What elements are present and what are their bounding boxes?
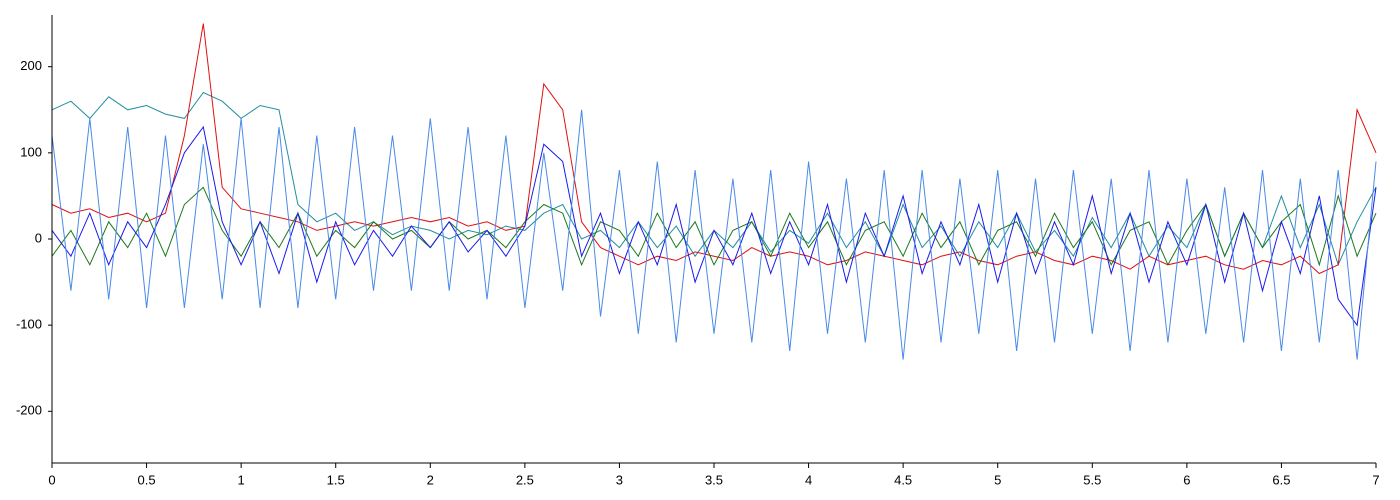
y-tick-label: -200 [16,403,42,418]
x-tick-label: 2.5 [516,472,534,487]
x-tick-label: 0 [48,472,55,487]
x-tick-label: 5.5 [1083,472,1101,487]
x-tick-label: 6.5 [1272,472,1290,487]
x-tick-label: 1 [238,472,245,487]
series-line [51,125,1377,327]
x-tick-label: 1.5 [327,472,345,487]
y-tick-label: 0 [35,230,42,245]
x-tick-label: 0.5 [138,472,156,487]
x-tick-label: 3.5 [705,472,723,487]
x-tick-label: 2 [427,472,434,487]
y-tick-label: -100 [16,317,42,332]
x-tick-label: 3 [616,472,623,487]
y-tick-label: 200 [20,58,42,73]
x-tick-label: 6 [1183,472,1190,487]
series-line [51,23,1377,275]
y-tick-label: 100 [20,144,42,159]
x-tick-label: 5 [994,472,1001,487]
series-line [51,109,1377,360]
series-line [51,186,1377,267]
x-tick-label: 4.5 [894,472,912,487]
x-tick-label: 4 [805,472,812,487]
x-tick-label: 7 [1372,472,1379,487]
